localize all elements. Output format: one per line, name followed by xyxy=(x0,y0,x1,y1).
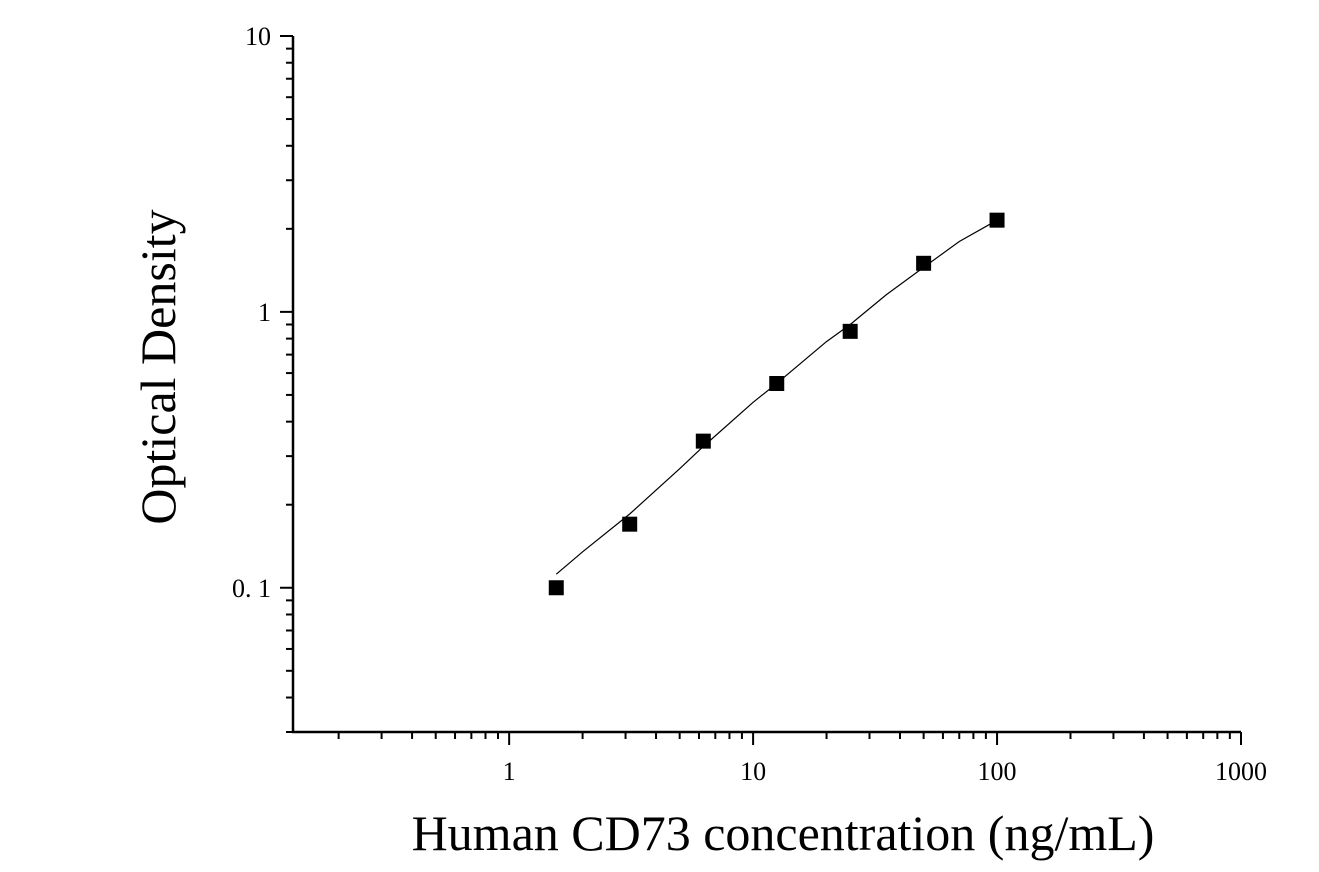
data-point xyxy=(695,433,711,449)
y-axis-title: Optical Density xyxy=(130,209,186,524)
data-point xyxy=(548,580,564,596)
x-tick-label: 10 xyxy=(740,757,766,786)
x-tick-label: 100 xyxy=(978,757,1017,786)
data-point xyxy=(989,212,1005,228)
y-tick-label: 0. 1 xyxy=(232,574,271,603)
y-tick-label: 10 xyxy=(245,22,271,51)
x-axis-ticks: 1 10 100 1000 xyxy=(337,732,1267,786)
axes xyxy=(291,36,1241,734)
y-tick-label: 1 xyxy=(258,298,271,327)
data-point xyxy=(842,323,858,339)
x-tick-label: 1 xyxy=(503,757,516,786)
data-point xyxy=(916,255,932,271)
x-axis-title: Human CD73 concentration (ng/mL) xyxy=(412,805,1155,861)
data-point xyxy=(769,376,785,392)
x-tick-label: 1000 xyxy=(1215,757,1267,786)
data-point xyxy=(622,516,638,532)
y-axis-ticks: 0. 1 1 10 xyxy=(232,22,293,733)
data-points xyxy=(548,212,1005,596)
